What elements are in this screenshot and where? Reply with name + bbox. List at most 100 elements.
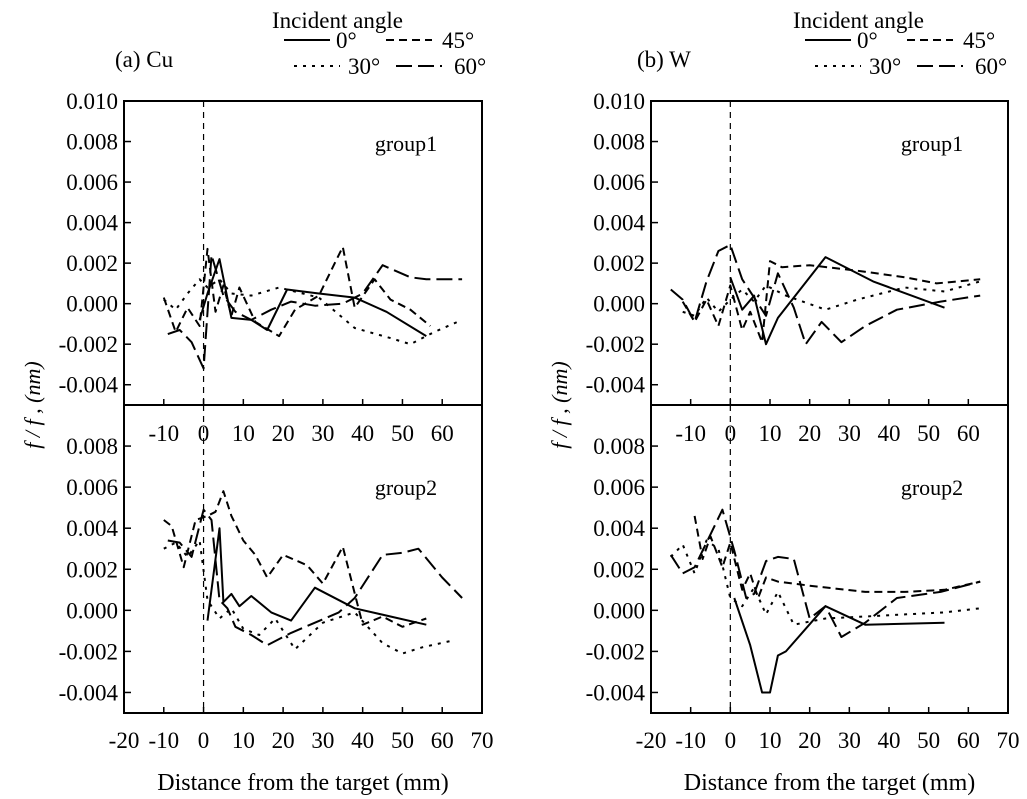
x-tick-label: 60 <box>431 728 454 753</box>
panel-label: (b) W <box>637 47 691 72</box>
x-tick-label: 0 <box>725 728 737 753</box>
series-line-dashed <box>681 260 981 344</box>
x-tick-label: 40 <box>878 421 901 446</box>
y-tick-label: 0.000 <box>66 598 118 623</box>
legend-entry: 30° <box>348 54 380 79</box>
x-tick-label: -10 <box>675 728 706 753</box>
x-tick-label: 30 <box>838 728 861 753</box>
x-tick-label: 40 <box>878 728 901 753</box>
x-tick-label: 10 <box>759 728 782 753</box>
group-label: group2 <box>901 475 963 500</box>
y-tick-label: 0.002 <box>593 251 645 276</box>
y-tick-label: 0.002 <box>593 557 645 582</box>
x-tick-label: 30 <box>838 421 861 446</box>
series-line-dotted <box>682 280 981 317</box>
x-tick-label: 10 <box>232 728 255 753</box>
x-tick-label: -10 <box>675 421 706 446</box>
y-tick-label: 0.004 <box>593 211 645 236</box>
x-axis-title: Distance from the target (mm) <box>684 770 975 796</box>
series-line-dotted <box>163 539 451 655</box>
y-tick-label: -0.004 <box>59 373 119 398</box>
x-tick-label: -10 <box>148 728 179 753</box>
series-line-solid <box>206 527 427 626</box>
x-tick-label: -20 <box>109 728 140 753</box>
group-label: group2 <box>375 475 437 500</box>
x-tick-label: 50 <box>917 728 940 753</box>
y-tick-label: 0.000 <box>66 292 118 317</box>
legend-entry: 45° <box>442 28 474 53</box>
series-line-dotted <box>163 278 463 346</box>
y-tick-label: 0.006 <box>593 170 645 195</box>
y-tick-label: 0.008 <box>66 434 118 459</box>
y-tick-label: 0.000 <box>593 292 645 317</box>
legend-entry: 60° <box>454 54 486 79</box>
series-line-dashed <box>693 515 981 599</box>
y-tick-label: 0.006 <box>593 475 645 500</box>
y-tick-label: 0.002 <box>66 251 118 276</box>
y-tick-label: -0.002 <box>59 639 118 664</box>
y-tick-label: 0.010 <box>593 89 645 114</box>
subplot-group2: -0.004 -0.002 0.000 0.002 0.004 0.006 0.008 -20… <box>586 404 1020 753</box>
y-tick-label: 0.008 <box>593 130 645 155</box>
legend-entry: 0° <box>857 28 878 53</box>
x-tick-label: 30 <box>311 728 334 753</box>
series-line-dashed <box>163 490 427 628</box>
x-tick-label: 20 <box>798 421 821 446</box>
y-tick-label: 0.008 <box>593 434 645 459</box>
y-axis-label: f / f , (nm) <box>20 361 45 448</box>
x-tick-label: 20 <box>272 728 295 753</box>
subplot-group1: -0.004 -0.002 0.000 0.002 0.004 0.006 0.008 0.0… <box>59 89 483 446</box>
y-tick-label: 0.004 <box>66 516 118 541</box>
y-tick-label: -0.002 <box>59 332 118 357</box>
y-tick-label: 0.004 <box>593 516 645 541</box>
x-tick-label: 50 <box>917 421 940 446</box>
x-tick-label: 60 <box>957 728 980 753</box>
legend-entry: 30° <box>869 54 901 79</box>
group-label: group1 <box>901 131 963 156</box>
series-line-longdash <box>670 243 981 346</box>
series-line-longdash <box>669 508 981 638</box>
plot-frame <box>123 404 483 714</box>
y-tick-label: 0.010 <box>66 89 118 114</box>
plot-frame <box>650 404 1009 714</box>
x-tick-label: 70 <box>471 728 494 753</box>
subplot-group1: -0.004 -0.002 0.000 0.002 0.004 0.006 0.008 0.0… <box>586 89 1009 446</box>
legend-entry: 45° <box>963 28 995 53</box>
x-tick-label: 50 <box>391 421 414 446</box>
y-tick-label: -0.004 <box>586 373 646 398</box>
y-tick-label: 0.002 <box>66 557 118 582</box>
x-axis-title: Distance from the target (mm) <box>157 770 448 796</box>
y-tick-label: 0.006 <box>66 475 118 500</box>
series-line-longdash <box>167 508 463 647</box>
group-label: group1 <box>375 131 437 156</box>
y-tick-label: -0.004 <box>586 680 646 705</box>
series-line-solid <box>198 258 427 337</box>
y-tick-label: 0.008 <box>66 130 118 155</box>
x-tick-label: 30 <box>311 421 334 446</box>
y-tick-label: 0.000 <box>593 598 645 623</box>
x-tick-label: 0 <box>725 421 737 446</box>
series-line-longdash <box>167 254 463 370</box>
legend-entry: 60° <box>975 54 1007 79</box>
y-tick-label: -0.004 <box>59 680 119 705</box>
subplot-group2: -0.004 -0.002 0.000 0.002 0.004 0.006 0.008 -20… <box>59 404 494 753</box>
legend-title: Incident angle <box>272 8 403 33</box>
series-line-solid <box>733 597 945 694</box>
x-tick-label: 10 <box>232 421 255 446</box>
x-tick-label: 40 <box>351 421 374 446</box>
x-tick-label: 60 <box>431 421 454 446</box>
x-tick-label: 10 <box>759 421 782 446</box>
x-tick-label: -20 <box>636 728 667 753</box>
series-line-solid <box>729 256 945 346</box>
x-tick-label: 20 <box>798 728 821 753</box>
x-tick-label: 0 <box>198 728 210 753</box>
x-tick-label: -10 <box>148 421 179 446</box>
x-tick-label: 50 <box>391 728 414 753</box>
legend-title: Incident angle <box>793 8 924 33</box>
x-tick-label: 40 <box>351 728 374 753</box>
x-tick-label: 20 <box>272 421 295 446</box>
